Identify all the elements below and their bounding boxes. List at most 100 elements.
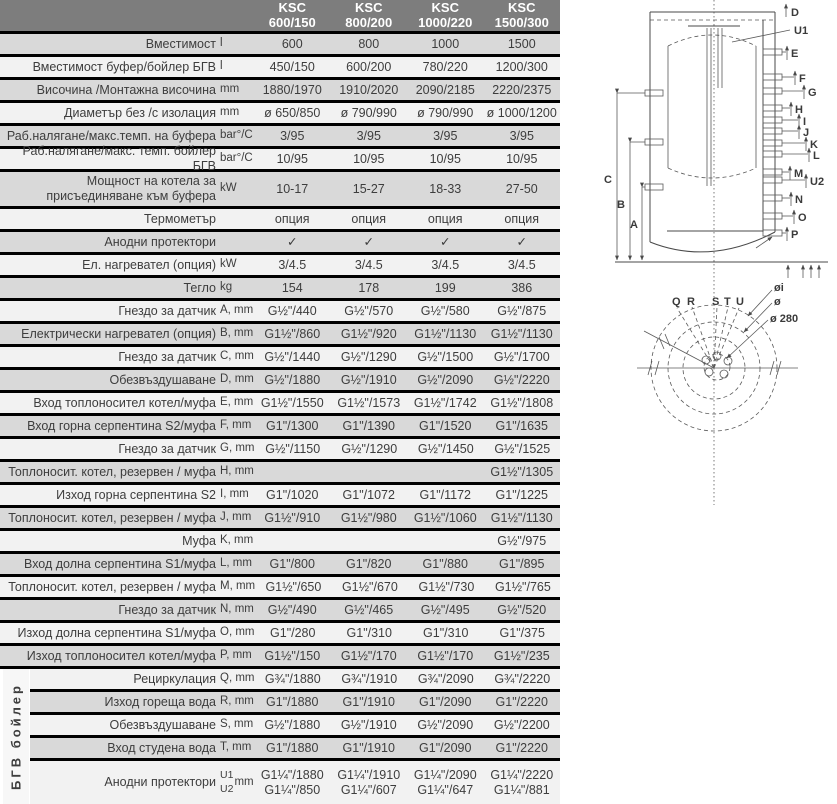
row-unit: A, mm: [220, 304, 254, 317]
top-label-q: Q: [672, 296, 681, 308]
row-value: G1½"/170: [340, 648, 397, 663]
row-value: G½"/1880: [264, 717, 321, 732]
row-unit: mm: [220, 106, 240, 119]
row-value: 27-50: [505, 181, 538, 196]
row-value: G1½"/1130: [414, 326, 477, 341]
row-value: G1½"/920: [340, 326, 397, 341]
tank-drawing-svg: C B A: [604, 0, 828, 505]
table-row: Рециркулация Q, mm G¾"/1880 G¾"/1910 G¾"/209…: [30, 669, 560, 692]
row-value: G1"/1520: [419, 418, 472, 433]
row-value: G1"/2220: [495, 740, 548, 755]
row-value: 600/200: [346, 59, 392, 74]
row-value: 2220/2375: [492, 82, 552, 97]
row-value: опция: [274, 211, 310, 226]
top-label-s: S: [712, 296, 719, 308]
row-label: Рециркулация: [133, 671, 216, 686]
row-label: Ел. нагревател (опция): [82, 257, 216, 272]
row-value: 386: [511, 280, 533, 295]
row-value: ✓: [440, 234, 451, 249]
label-o: O: [798, 212, 807, 224]
table-row: Вход горна серпентина S2/муфа F, mm G1"/13…: [0, 416, 560, 439]
label-i: I: [803, 116, 806, 128]
group-label: БГВ бойлер: [3, 669, 29, 804]
row-value: G1¼"/2220 G1¼"/881: [490, 767, 554, 797]
table-row: Гнездо за датчик A, mm G½"/440 G½"/570 G½"/5…: [0, 301, 560, 324]
row-value: G½"/580: [420, 303, 470, 318]
dimension-lines: C B A: [604, 88, 645, 261]
row-label: Височина /Монтажна височина: [36, 82, 216, 97]
row-value: опция: [504, 211, 540, 226]
row-value: 3/4.5: [431, 257, 460, 272]
row-unit: C, mm: [220, 350, 254, 363]
table-row: Вход студена вода T, mm G1"/1880 G1"/1910 G1…: [30, 738, 560, 761]
table-row: Диаметър без /с изолация mm ø 650/850 ø 790…: [0, 103, 560, 126]
row-value: G1"/2090: [419, 740, 472, 755]
row-value: G½"/1910: [340, 372, 397, 387]
row-value: G¾"/2090: [417, 671, 474, 686]
row-unit: T, mm: [220, 741, 252, 754]
row-unit: M, mm: [220, 580, 256, 593]
row-value: G1"/1910: [342, 740, 395, 755]
table-row: Изход топлоносител котел/муфа P, mm G1½"/1…: [0, 646, 560, 669]
row-value: 800: [358, 36, 380, 51]
row-unit: K, mm: [220, 534, 254, 547]
row-label: Изход топлоносител котел/муфа: [26, 648, 216, 663]
row-value: 154: [281, 280, 303, 295]
row-value: G¾"/2220: [494, 671, 551, 686]
row-value: 3/4.5: [278, 257, 307, 272]
row-value: G1½"/670: [341, 579, 398, 594]
row-value: 199: [434, 280, 456, 295]
row-unit: U1 U2 mm: [220, 768, 254, 795]
row-value: G1½"/1573: [337, 395, 401, 410]
row-value: G¾"/1880: [264, 671, 321, 686]
table-row: Топлоносит. котел, резервен / муфа H, mm G…: [0, 462, 560, 485]
row-unit: R, mm: [220, 695, 254, 708]
dim-label-c: C: [604, 174, 612, 186]
row-value: G½"/2200: [493, 717, 550, 732]
label-f: F: [799, 73, 806, 85]
label-tank-diameter: ø: [774, 296, 781, 308]
row-value: G½"/875: [497, 303, 547, 318]
row-label: Анодни протектори: [104, 234, 216, 249]
row-unit: O, mm: [220, 626, 255, 639]
row-value: G½"/1450: [417, 441, 474, 456]
label-m: M: [794, 168, 803, 180]
top-view: Q R S T U øi ø ø 280: [637, 282, 798, 432]
row-value: 3/4.5: [507, 257, 536, 272]
row-value: 3/95: [356, 128, 381, 143]
row-value: 3/4.5: [354, 257, 383, 272]
row-value: 3/95: [280, 128, 305, 143]
row-value: 600: [281, 36, 303, 51]
row-label: Топлоносит. котел, резервен / муфа: [8, 510, 216, 525]
label-u2: U2: [810, 176, 824, 188]
row-value: G1"/1020: [266, 487, 319, 502]
row-value: G½"/440: [267, 303, 317, 318]
row-value: 1910/2020: [339, 82, 399, 97]
spec-table-rows: Вместимост l 600 800 1000 1500 Вместимост буфе…: [0, 34, 560, 804]
row-value: 10-17: [276, 181, 309, 196]
row-label: Вход горна серпентина S2/муфа: [27, 418, 216, 433]
table-row: Гнездо за датчик C, mm G½"/1440 G½"/1290 G½"…: [0, 347, 560, 370]
row-value: G1"/1635: [495, 418, 548, 433]
table-row: Вход топлоносител котел/муфа E, mm G1½"/15…: [0, 393, 560, 416]
row-label: Обезвъздушаване: [109, 717, 216, 732]
row-label: Електрически нагревател (опция): [21, 326, 216, 341]
row-value: G1½"/1808: [490, 395, 554, 410]
row-value: G1½"/980: [340, 510, 397, 525]
row-unit: G, mm: [220, 442, 255, 455]
row-value: G1½"/1130: [490, 510, 553, 525]
row-label: Вход топлоносител котел/муфа: [33, 395, 216, 410]
table-row: Вход долна серпентина S1/муфа L, mm G1"/80…: [0, 554, 560, 577]
table-row: Гнездо за датчик N, mm G½"/490 G½"/465 G½"/4…: [0, 600, 560, 623]
dim-label-a: A: [630, 219, 638, 231]
row-value: G½"/1880: [264, 372, 321, 387]
row-value: G½"/1910: [340, 717, 397, 732]
table-row: Термометър опция опция опция опция: [0, 209, 560, 232]
top-label-r: R: [687, 296, 695, 308]
row-value: G1"/820: [346, 556, 392, 571]
row-label: Гнездо за датчик: [118, 349, 216, 364]
row-label: Вход долна серпентина S1/муфа: [24, 556, 216, 571]
row-unit: kg: [220, 281, 233, 294]
table-row: Муфа K, mm G½"/975: [0, 531, 560, 554]
